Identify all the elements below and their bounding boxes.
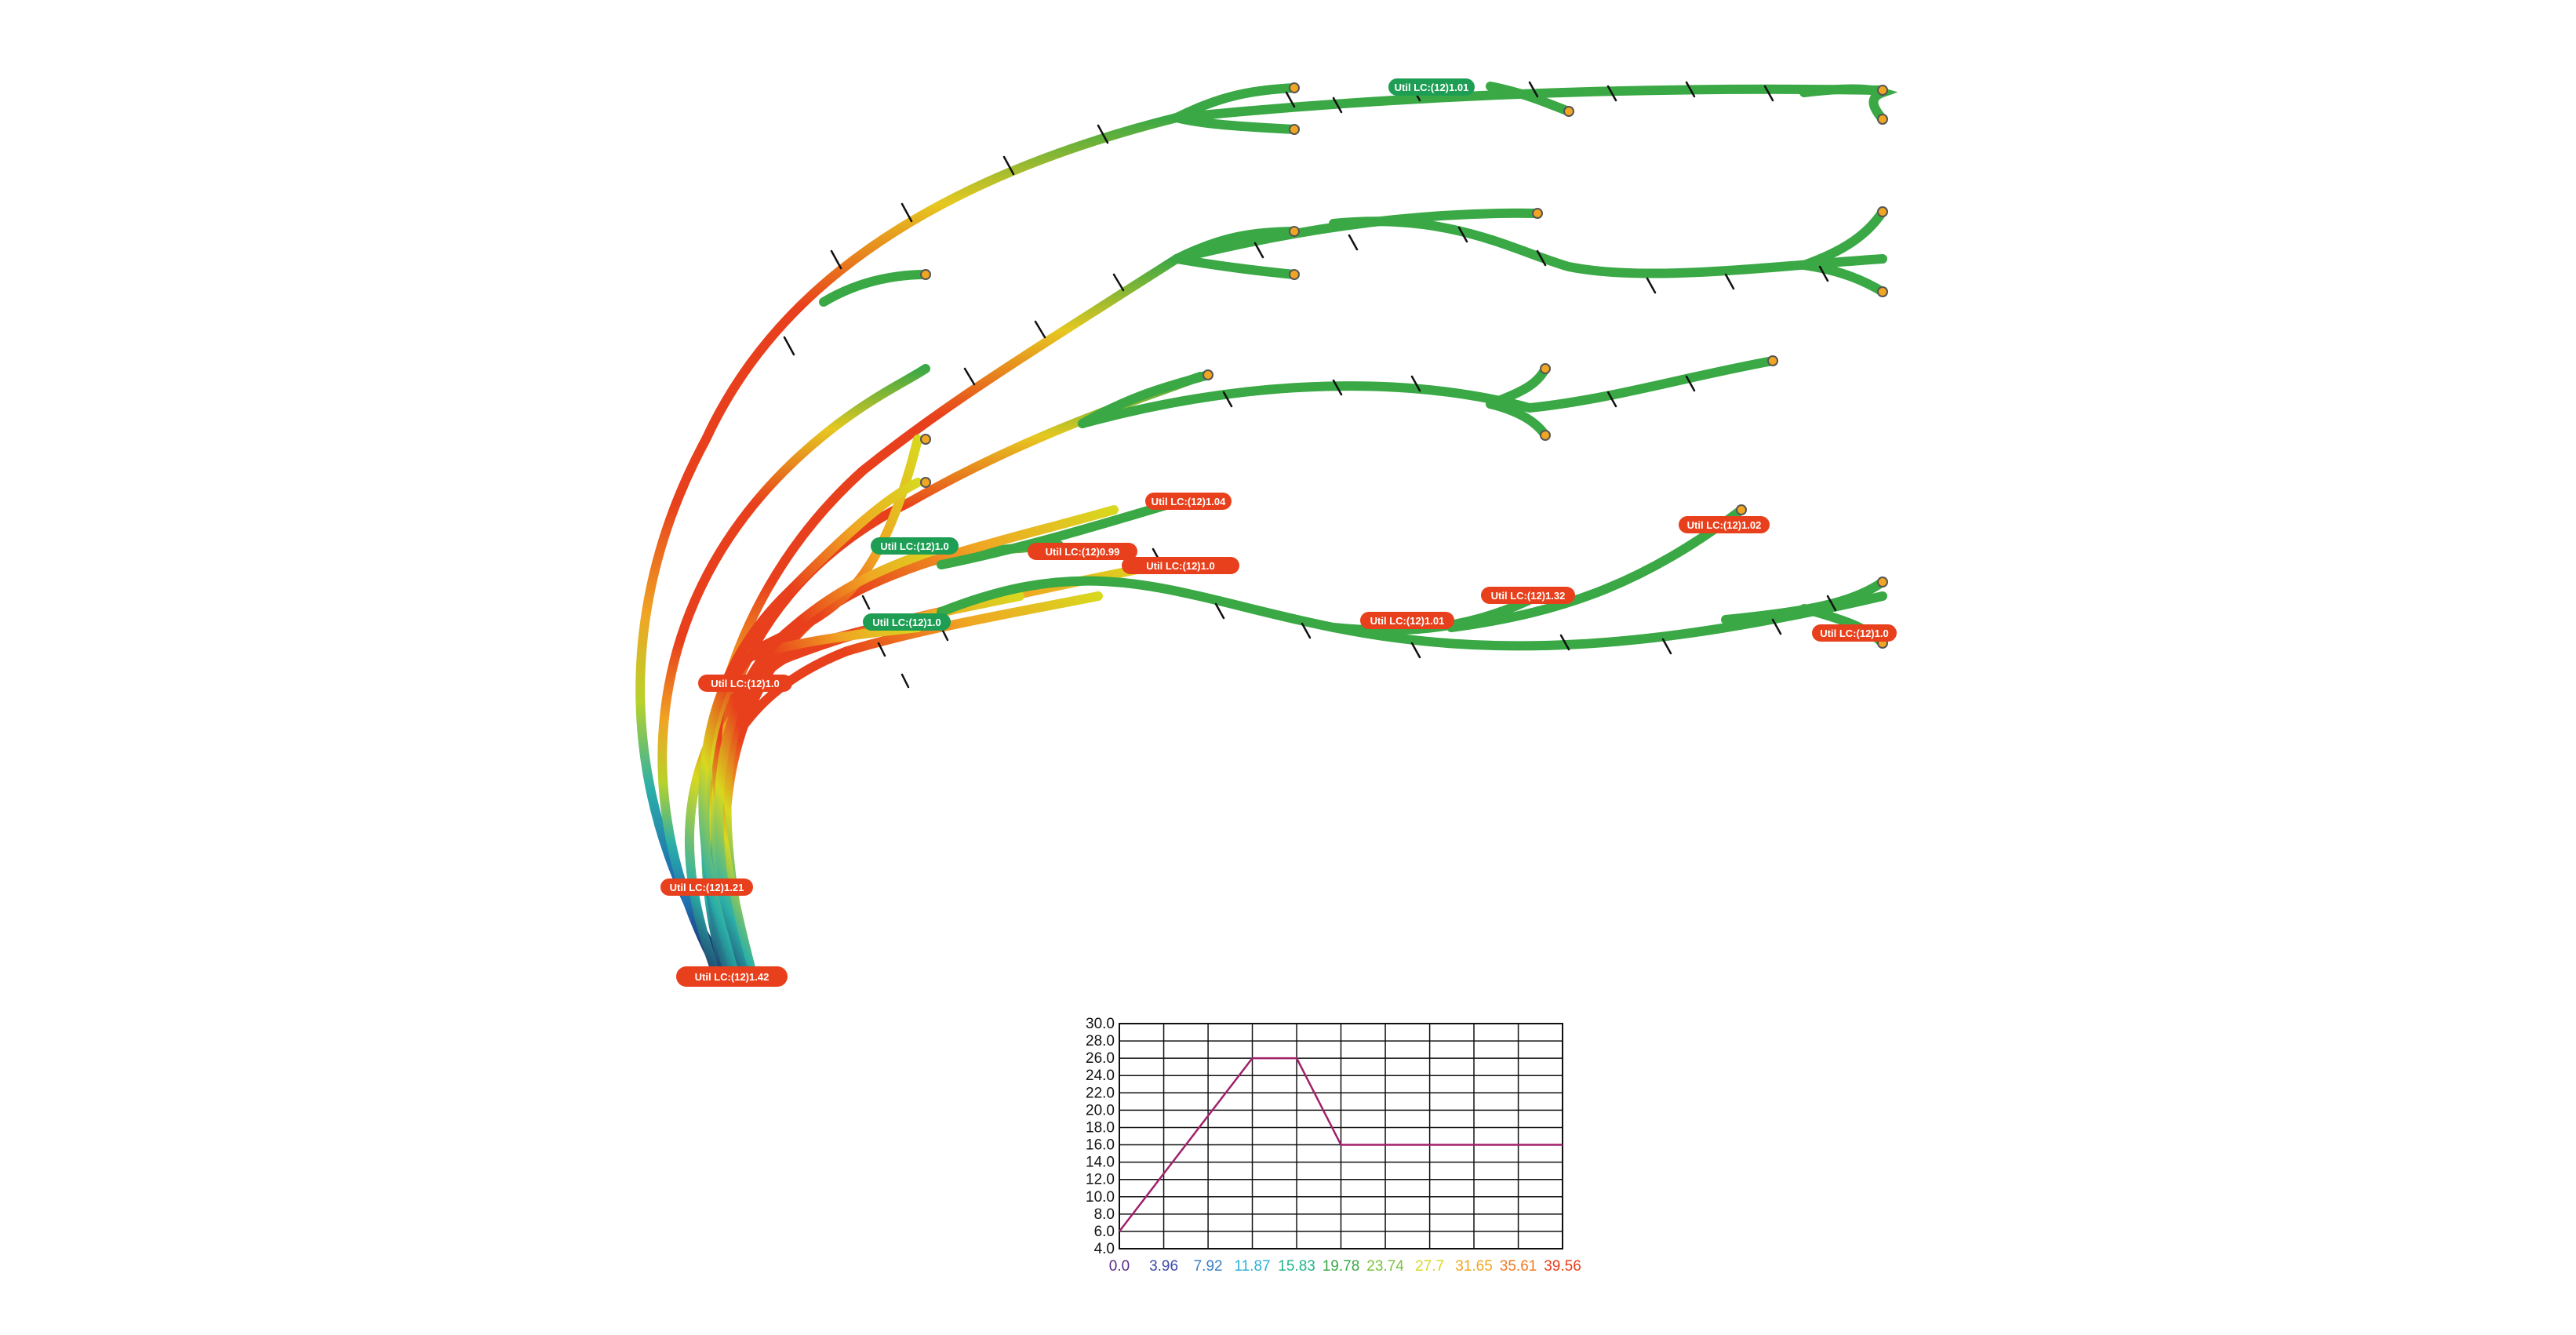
y-tick-label: 6.0 [1094,1224,1115,1240]
util-label-text: Util LC:(12)1.0 [1820,627,1888,639]
util-label-badge [676,966,788,987]
chart-x-tick-labels: 0.0 3.96 7.92 11.87 15.83 19.78 23.74 27.7 31.65… [1109,1258,1581,1275]
util-label[interactable]: Util LC:(12)0.99 [1028,543,1137,560]
x-tick-label: 31.65 [1455,1258,1493,1275]
util-label-text: Util LC:(12)1.0 [880,540,948,552]
tip-nodes [920,82,1888,649]
util-label[interactable]: Util LC:(12)1.01 [1388,78,1475,96]
y-tick-label: 4.0 [1094,1241,1115,1257]
util-label[interactable]: Util LC:(12)1.0 [698,675,792,692]
branch [1486,82,1574,116]
util-label-text: Util LC:(12)0.99 [1046,546,1120,558]
branch [937,497,1181,569]
util-label[interactable]: Util LC:(12)1.02 [1679,516,1770,533]
x-tick-label: 0.0 [1109,1258,1130,1275]
util-label-badge [660,878,753,896]
y-tick-label: 12.0 [1086,1172,1115,1188]
x-tick-label: 11.87 [1234,1258,1270,1275]
branch [1329,216,1887,278]
util-label[interactable]: Util LC:(12)1.04 [1145,493,1232,510]
member-ticks [783,81,1837,689]
lower-member [698,478,922,981]
branch [1172,254,1299,279]
util-label-text: Util LC:(12)1.04 [1152,496,1226,507]
branch [1078,370,1213,428]
x-tick-label: 35.61 [1500,1258,1537,1275]
branch [1446,505,1746,632]
x-tick-label: 23.74 [1366,1258,1404,1275]
x-tick-label: 3.96 [1149,1258,1178,1275]
util-label-badge [1360,612,1454,629]
util-label[interactable]: Util LC:(12)1.01 [1360,612,1454,629]
util-label-text: Util LC:(12)1.01 [1395,82,1469,93]
trunk-member [635,113,1181,981]
util-label-text: Util LC:(12)1.0 [1146,560,1214,572]
y-tick-label: 20.0 [1086,1102,1115,1119]
chart-series-line [1119,1057,1563,1232]
util-label-badge [1122,557,1239,574]
util-label[interactable]: Util LC:(12)1.42 [676,966,788,987]
branch [1799,260,1887,296]
util-label-text: Util LC:(12)1.42 [695,971,770,983]
lower-member [714,543,946,981]
y-tick-label: 26.0 [1086,1050,1115,1067]
branch [1799,84,1898,124]
util-label-text: Util LC:(12)1.02 [1687,519,1762,531]
y-tick-label: 16.0 [1086,1137,1115,1154]
tree-branches [635,81,1898,981]
utilization-labels: Util LC:(12)1.01 Util LC:(12)1.04 Util L… [660,78,1897,987]
util-label-text: Util LC:(12)1.21 [670,882,744,893]
util-label[interactable]: Util LC:(12)1.21 [660,878,753,896]
util-label-text: Util LC:(12)1.0 [711,678,779,689]
y-tick-label: 8.0 [1094,1206,1115,1223]
util-label-text: Util LC:(12)1.32 [1491,590,1566,602]
branch [1486,364,1550,409]
util-label-badge [1481,587,1575,604]
y-tick-label: 28.0 [1086,1033,1115,1049]
util-label-text: Util LC:(12)1.01 [1370,615,1445,627]
util-label-badge [1679,516,1770,533]
x-tick-label: 15.83 [1278,1258,1315,1275]
y-tick-label: 10.0 [1086,1189,1115,1206]
y-tick-label: 18.0 [1086,1119,1115,1136]
trunk-member [657,364,930,981]
y-tick-label: 14.0 [1086,1155,1115,1171]
branch [819,270,930,307]
branch [1172,83,1299,122]
branch [1721,577,1887,624]
util-label-badge [863,613,951,631]
y-tick-label: 24.0 [1086,1068,1115,1084]
util-label[interactable]: Util LC:(12)1.0 [1812,624,1897,642]
util-label-badge [1145,493,1232,510]
util-label-badge [698,675,792,692]
x-tick-label: 7.92 [1194,1258,1223,1275]
util-label[interactable]: Util LC:(12)1.0 [1122,557,1239,574]
canopy-branches [819,82,1898,651]
x-tick-label: 27.7 [1415,1258,1444,1275]
util-label-badge [871,537,959,555]
y-tick-label: 30.0 [1086,1016,1115,1032]
branch [1078,356,1777,428]
legend-chart: 30.028.026.024.022.020.018.016.014.012.0… [1086,1016,1581,1275]
util-label-badge [1388,78,1475,96]
lower-members [684,435,1166,981]
y-tick-label: 22.0 [1086,1085,1115,1101]
util-label[interactable]: Util LC:(12)1.32 [1481,587,1575,604]
util-label-text: Util LC:(12)1.0 [872,617,941,628]
branch [1172,113,1299,134]
util-label-badge [1812,624,1897,642]
x-tick-label: 39.56 [1544,1258,1581,1275]
util-label-badge [1028,543,1137,560]
util-label[interactable]: Util LC:(12)1.0 [871,537,959,555]
util-label[interactable]: Util LC:(12)1.0 [863,613,951,631]
x-tick-label: 19.78 [1323,1258,1360,1275]
chart-y-tick-labels: 30.028.026.024.022.020.018.016.014.012.0… [1086,1016,1115,1257]
branch [1799,207,1887,270]
